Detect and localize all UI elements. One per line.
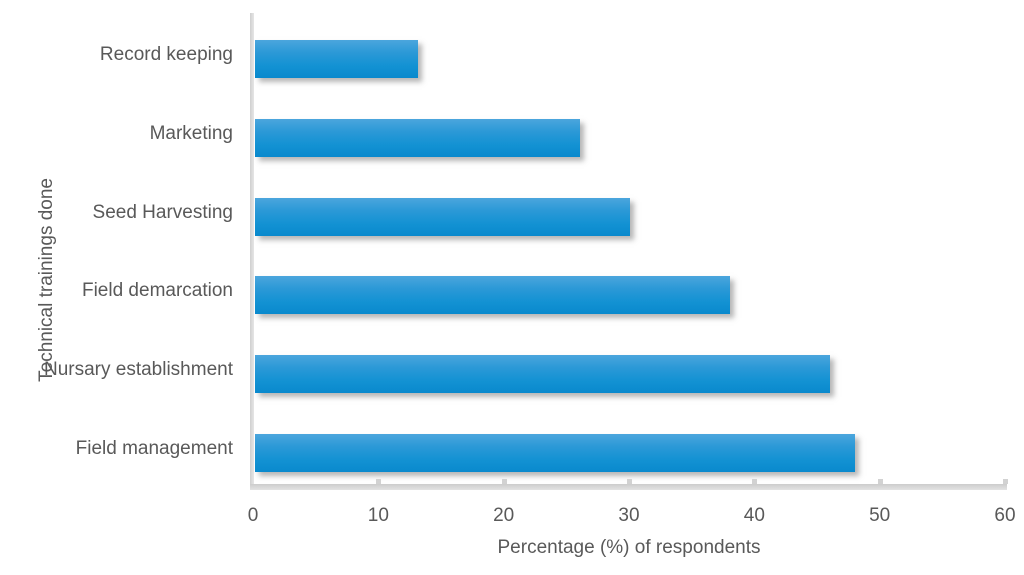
bar	[255, 276, 730, 315]
x-tick-label: 30	[618, 505, 640, 526]
x-axis-title: Percentage (%) of respondents	[497, 537, 761, 558]
chart-rows: Record keeping Marketing Seed Harvesting Fi…	[0, 16, 1005, 488]
bar	[255, 355, 830, 394]
category-label: Seed Harvesting	[92, 201, 233, 223]
category-label: Marketing	[149, 123, 233, 144]
category-label: Field management	[75, 437, 233, 459]
category-label: Record keeping	[99, 44, 233, 66]
chart-row: Field management	[0, 409, 1005, 488]
x-tick-mark	[1003, 479, 1008, 484]
bar	[255, 433, 855, 472]
x-tick-label: 60	[994, 505, 1016, 526]
x-tick-label: 0	[247, 505, 259, 526]
category-label: Nursary establishment	[43, 359, 233, 381]
x-tick-label: 40	[743, 505, 765, 526]
x-tick-label: 20	[493, 505, 515, 526]
chart-row: Nursary establishment	[0, 331, 1005, 410]
y-axis-line	[250, 13, 254, 490]
x-tick-mark	[627, 479, 632, 484]
bar-area	[255, 16, 1005, 95]
bar-area	[255, 95, 1005, 174]
bar	[255, 40, 418, 79]
x-axis-line	[250, 479, 1008, 490]
x-tick-label: 10	[367, 505, 389, 526]
x-tick-mark	[376, 479, 382, 484]
chart-row: Record keeping	[0, 16, 1005, 95]
category-label: Field demarcation	[81, 280, 233, 302]
bar-area	[255, 252, 1005, 331]
bar-area	[255, 331, 1005, 410]
x-tick-mark	[877, 479, 883, 484]
chart-row: Marketing	[0, 95, 1005, 174]
bar-area	[255, 173, 1005, 252]
bar-area	[255, 409, 1005, 488]
chart-row: Seed Harvesting	[0, 173, 1005, 252]
chart-row: Field demarcation	[0, 252, 1005, 331]
x-tick-labels: 0 10 20 30 40 50 60	[0, 505, 1024, 529]
x-tick-mark	[752, 479, 758, 484]
bar	[255, 197, 630, 236]
x-tick-label: 50	[869, 505, 891, 526]
x-tick-mark	[501, 479, 507, 484]
bar	[255, 119, 580, 157]
